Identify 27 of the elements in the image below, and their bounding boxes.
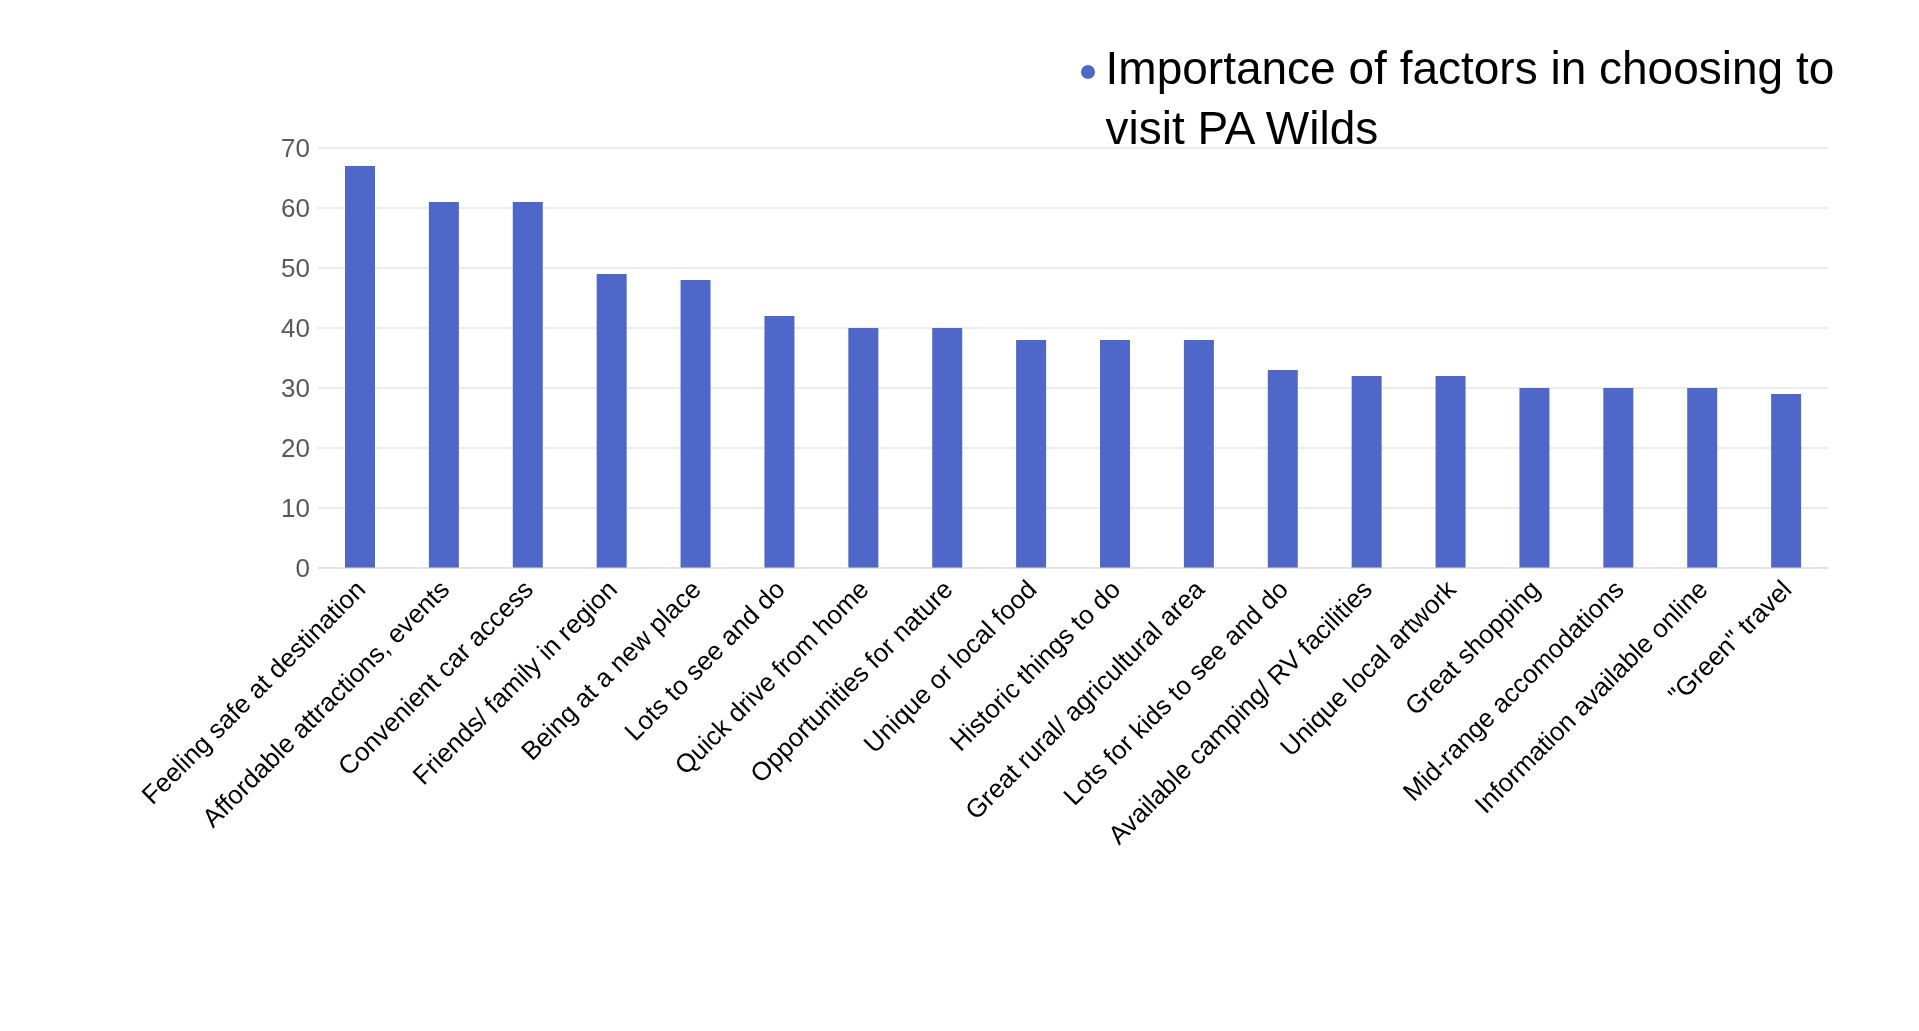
bar [848,328,879,568]
y-tick-label: 30 [281,373,310,404]
bar [1435,376,1466,568]
legend-label: Importance of factors in choosing to visit PA Wilds [1105,41,1836,156]
y-tick-label: 20 [281,433,310,464]
bar [1100,340,1130,568]
y-tick-label: 10 [281,493,310,524]
bar [596,274,627,568]
bar [1267,370,1298,568]
bar [1519,388,1550,568]
bar [1016,340,1047,568]
bar [1603,388,1634,568]
bar [1183,340,1214,568]
bar [428,202,459,568]
bar [345,166,375,568]
bar [764,316,795,568]
y-tick-label: 40 [281,313,310,344]
bar [1771,394,1802,568]
bar [680,280,711,568]
y-tick-label: 50 [281,253,310,284]
bar [512,202,543,568]
y-tick-label: 0 [295,553,310,584]
bar [1351,376,1382,568]
y-tick-label: 60 [281,193,310,224]
bar [1687,388,1718,568]
bar [932,328,963,568]
y-tick-label: 70 [281,133,310,164]
